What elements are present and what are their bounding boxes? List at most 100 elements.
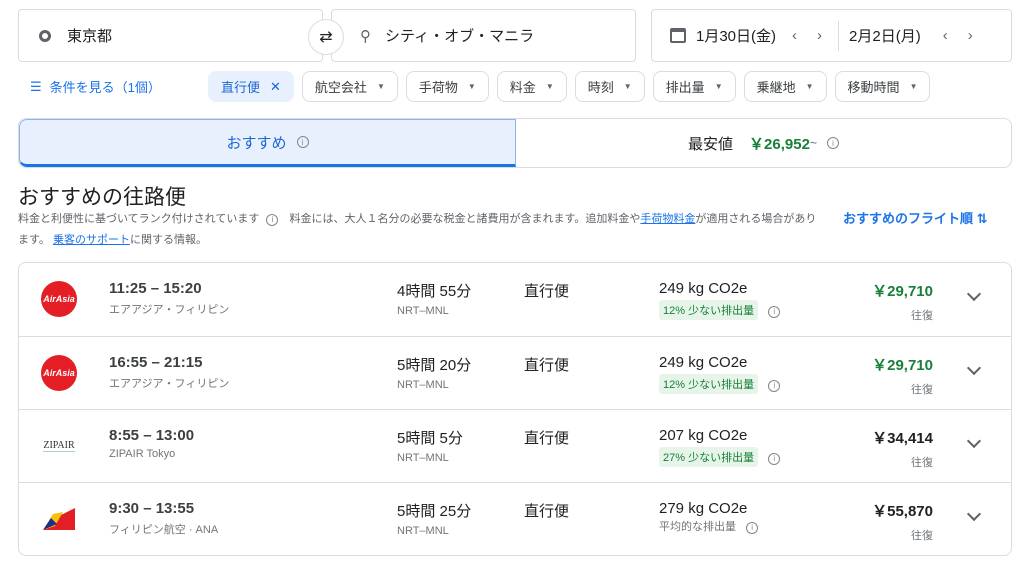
return-prev-icon[interactable]: ‹ bbox=[942, 27, 948, 44]
filter-chip[interactable]: 排出量 ▼ bbox=[652, 71, 736, 102]
section-title: おすすめの往路便 bbox=[18, 186, 186, 209]
origin-field[interactable]: 東京都 bbox=[18, 9, 323, 62]
return-date[interactable]: 2月2日(月) bbox=[849, 28, 921, 45]
route: NRT–MNL bbox=[397, 379, 449, 391]
ranked-note: 料金と利便性に基づいてランク付けされています bbox=[18, 213, 260, 225]
filter-icon: ☰ bbox=[30, 78, 42, 94]
price-value: ￥29,710 bbox=[872, 283, 933, 300]
location-pin-icon: ⚲ bbox=[360, 27, 371, 45]
airline-name: ZIPAIR Tokyo bbox=[109, 448, 176, 460]
emissions-label: 平均的な排出量 bbox=[659, 521, 736, 533]
tab-best[interactable]: おすすめ i bbox=[19, 119, 516, 167]
depart-next-icon[interactable]: › bbox=[817, 27, 823, 44]
sort-tabs: おすすめ i 最安値 ￥26,952 ~ i bbox=[18, 118, 1012, 168]
date-field[interactable]: 1月30日(金) ‹ › 2月2日(月) ‹ › bbox=[651, 9, 1012, 62]
info-icon[interactable]: i bbox=[296, 136, 309, 148]
filter-chip-label: 手荷物 bbox=[418, 80, 458, 95]
destination-field[interactable]: ⚲ シティ・オブ・マニラ bbox=[331, 9, 636, 62]
time-range: 11:25 – 15:20 bbox=[109, 280, 202, 297]
emissions-badge: 27% 少ない排出量 bbox=[659, 447, 759, 467]
filter-chip-label: 排出量 bbox=[665, 80, 705, 95]
tab-label: 最安値 bbox=[688, 135, 734, 153]
filter-chip-label: 航空会社 bbox=[314, 80, 367, 95]
flight-row[interactable]: 9:30 – 13:55 フィリピン航空 · ANA 5時間 25分 NRT–MNL… bbox=[19, 482, 1011, 555]
tab-cheapest[interactable]: 最安値 ￥26,952 ~ i bbox=[516, 119, 1011, 167]
trip-type: 往復 bbox=[911, 310, 933, 322]
filter-chip[interactable]: 航空会社 ▼ bbox=[301, 71, 398, 102]
show-filters-button[interactable]: ☰ 条件を見る（1個） bbox=[30, 77, 200, 96]
stops: 直行便 bbox=[524, 430, 570, 447]
sort-button[interactable]: おすすめのフライト順 ⇅ bbox=[843, 208, 988, 227]
depart-date[interactable]: 1月30日(金) bbox=[696, 28, 777, 45]
filter-chip[interactable]: 移動時間 ▼ bbox=[834, 71, 931, 102]
price: ￥29,710 往復 bbox=[872, 354, 933, 397]
return-next-icon[interactable]: › bbox=[967, 27, 973, 44]
flight-row[interactable]: AirAsia 16:55 – 21:15 エアアジア・フィリピン 5時間 20分… bbox=[19, 336, 1011, 409]
filter-chip-nonstop[interactable]: 直行便 ✕ bbox=[208, 71, 294, 102]
flight-times: 9:30 – 13:55 フィリピン航空 · ANA bbox=[109, 500, 218, 537]
trip-type: 往復 bbox=[911, 384, 933, 396]
price-value: ￥55,870 bbox=[872, 503, 933, 520]
price: ￥29,710 往復 bbox=[872, 280, 933, 323]
filter-chip-label: 料金 bbox=[509, 80, 536, 95]
filter-chip[interactable]: 乗継地 ▼ bbox=[743, 71, 827, 102]
destination-value: シティ・オブ・マニラ bbox=[385, 28, 535, 45]
airline-name: フィリピン航空 · ANA bbox=[109, 524, 219, 536]
filter-chip[interactable]: 料金 ▼ bbox=[496, 71, 567, 102]
flight-times: 8:55 – 13:00 ZIPAIR Tokyo bbox=[109, 427, 194, 460]
expand-chevron-icon[interactable] bbox=[966, 286, 982, 302]
time-range: 9:30 – 13:55 bbox=[109, 500, 195, 517]
airasia-logo: AirAsia bbox=[41, 281, 77, 317]
swap-button[interactable]: ⇄ bbox=[308, 19, 344, 55]
close-icon[interactable]: ✕ bbox=[270, 78, 281, 94]
filter-chip[interactable]: 手荷物 ▼ bbox=[405, 71, 489, 102]
info-icon[interactable]: i bbox=[768, 305, 781, 318]
emissions-badge: 12% 少ない排出量 bbox=[659, 300, 759, 320]
stops: 直行便 bbox=[524, 357, 570, 374]
trip-type: 往復 bbox=[911, 457, 933, 469]
filter-chip-label: 移動時間 bbox=[847, 80, 900, 95]
price-value: ￥34,414 bbox=[872, 430, 933, 447]
co2-value: 249 kg CO2e bbox=[659, 280, 748, 297]
depart-prev-icon[interactable]: ‹ bbox=[792, 27, 798, 44]
stops: 直行便 bbox=[524, 283, 570, 300]
passenger-support-link[interactable]: 乗客のサポート bbox=[52, 234, 130, 246]
emissions: 249 kg CO2e 12% 少ない排出量 i bbox=[659, 354, 781, 394]
flight-row[interactable]: ZIPAIR 8:55 – 13:00 ZIPAIR Tokyo 5時間 5分 NR… bbox=[19, 409, 1011, 482]
fare-note-text: 料金には、大人１名分の必要な税金と諸費用が含まれます。追加料金や bbox=[289, 213, 641, 225]
filter-bar: ☰ 条件を見る（1個） 直行便 ✕ 航空会社 ▼ 手荷物 ▼ 料金 ▼ 時刻 ▼ 排出量 ▼ … bbox=[18, 71, 931, 102]
flight-times: 16:55 – 21:15 エアアジア・フィリピン bbox=[109, 354, 229, 391]
route: NRT–MNL bbox=[397, 305, 449, 317]
dropdown-icon: ▼ bbox=[714, 82, 723, 91]
divider bbox=[838, 20, 840, 51]
filter-chip[interactable]: 時刻 ▼ bbox=[574, 71, 645, 102]
time-range: 16:55 – 21:15 bbox=[109, 354, 203, 371]
sort-icon: ⇅ bbox=[976, 211, 988, 226]
expand-chevron-icon[interactable] bbox=[966, 506, 982, 522]
filter-chip-label: 直行便 bbox=[221, 80, 261, 95]
info-icon[interactable]: i bbox=[826, 137, 839, 149]
origin-value: 東京都 bbox=[67, 28, 113, 45]
dropdown-icon: ▼ bbox=[805, 82, 814, 91]
co2-value: 249 kg CO2e bbox=[659, 354, 748, 371]
price: ￥55,870 往復 bbox=[872, 500, 933, 543]
flight-times: 11:25 – 15:20 エアアジア・フィリピン bbox=[109, 280, 229, 317]
expand-chevron-icon[interactable] bbox=[966, 360, 982, 376]
info-icon[interactable]: i bbox=[768, 452, 781, 465]
info-icon[interactable]: i bbox=[768, 379, 781, 392]
sort-label: おすすめのフライト順 bbox=[843, 211, 974, 226]
time-range: 8:55 – 13:00 bbox=[109, 427, 195, 444]
info-icon[interactable]: i bbox=[746, 521, 759, 534]
flight-duration: 5時間 5分 NRT–MNL bbox=[397, 427, 463, 464]
flight-duration: 5時間 25分 NRT–MNL bbox=[397, 500, 471, 537]
dropdown-icon: ▼ bbox=[623, 82, 632, 91]
expand-chevron-icon[interactable] bbox=[966, 433, 982, 449]
baggage-fees-link[interactable]: 手荷物料金 bbox=[640, 213, 696, 225]
duration: 5時間 25分 bbox=[397, 503, 472, 520]
flight-row[interactable]: AirAsia 11:25 – 15:20 エアアジア・フィリピン 4時間 55分… bbox=[19, 263, 1011, 336]
philippine-airlines-logo bbox=[41, 501, 77, 537]
flight-duration: 5時間 20分 NRT–MNL bbox=[397, 354, 471, 391]
info-icon[interactable]: i bbox=[266, 213, 279, 226]
stops: 直行便 bbox=[524, 503, 570, 520]
route: NRT–MNL bbox=[397, 452, 449, 464]
